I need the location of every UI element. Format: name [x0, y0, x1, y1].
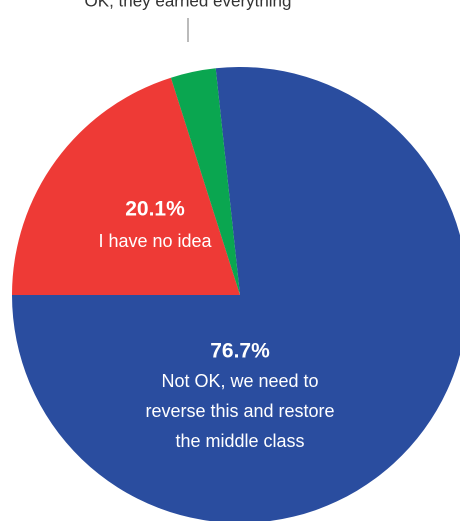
slice-label: I have no idea	[98, 231, 212, 251]
pie-slice	[12, 67, 460, 521]
slice-label: the middle class	[175, 431, 304, 451]
value-label: 76.7%	[210, 340, 270, 363]
slice-label: OK, they earned everything	[85, 0, 292, 10]
slice-label: reverse this and restore	[145, 401, 334, 421]
pie-slice	[170, 68, 240, 295]
slice-label: Not OK, we need to	[161, 371, 318, 391]
pie-slice	[12, 77, 240, 296]
value-label: 20.1%	[125, 198, 185, 221]
